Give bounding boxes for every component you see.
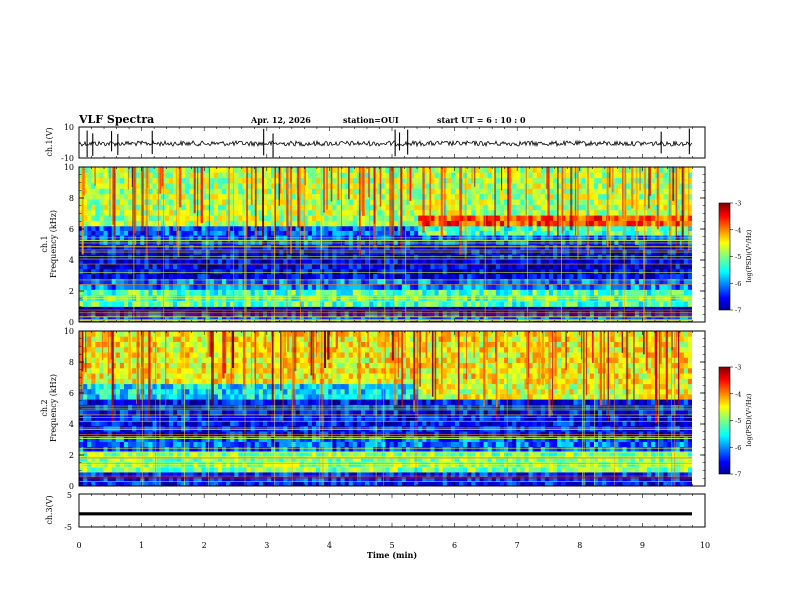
ch1-colorbar-label: log(PSD)(V²/Hz) [745,229,753,282]
freq-tick-label: 0 [69,318,74,327]
ch3-axes-frame [78,493,706,528]
ch3-waveform-panel: 5 -5 ch.3(V) 0 1 2 3 4 5 6 7 8 9 10 Time (min) [45,491,710,560]
ch2-colorbar-gradient [718,366,731,475]
freq-tick-label: 2 [69,451,74,460]
ch1-spec-label: ch.1 [40,235,49,252]
ch3-ytick-top: 5 [67,491,72,500]
time-tick-label: 8 [577,541,582,550]
ch2-spec-label: ch.2 [40,399,49,416]
spectrogram-band [79,300,84,307]
figure-title: VLF Spectra [78,113,154,126]
colorbar-tick-label: -3 [735,364,741,372]
spectrogram-band [79,273,84,279]
ch1-spectrogram-panel: 0 2 4 6 8 10 ch.1 Frequency (kHz) [40,163,706,327]
ch2-spectrogram-panel: 0 2 4 6 8 10 ch.2 Frequency (kHz) [40,327,706,491]
date-label: Apr. 12, 2026 [250,115,311,125]
freq-tick-label: 6 [69,225,74,234]
freq-tick-label: 4 [69,420,74,429]
colorbar-tick-label: -7 [735,307,741,315]
time-tick-label: 6 [452,541,457,550]
colorbar-tick-label: -3 [735,200,741,208]
freq-tick-label: 10 [64,327,74,336]
colorbar-tick-label: -6 [735,444,741,452]
spectrogram-band [79,481,84,486]
ch2-colorbar: -3 -4 -5 -6 -7 log(PSD)(V²/Hz) [718,364,753,479]
start-time-label: start UT = 6 : 10 : 0 [437,115,526,125]
freq-tick-label: 4 [69,256,74,265]
spectrogram-band [79,220,84,227]
spectrogram-band [79,467,84,473]
ch1-waveform-panel: 10 -10 ch.1(V) [45,123,706,163]
time-tick-label: 9 [640,541,645,550]
time-tick-label: 1 [139,541,144,550]
colorbar-tick-label: -5 [735,417,741,425]
x-axis-label: Time (min) [367,550,417,560]
sferic-streak [586,331,588,396]
time-tick-label: 0 [76,541,81,550]
ch1-ylabel: ch.1(V) [45,127,54,156]
time-tick-label: 10 [700,541,710,550]
colorbar-tick-label: -5 [735,253,741,261]
sferic-streak [81,167,84,255]
ch1-axes-frame [78,126,706,159]
freq-tick-label: 6 [69,389,74,398]
time-tick-label: 2 [202,541,207,550]
spectrogram-band [79,394,84,400]
time-tick-label: 4 [327,541,332,550]
spectrogram-band [79,239,84,245]
ch1-frequency-label: Frequency (kHz) [49,210,58,278]
ch3-ytick-bottom: -5 [64,523,72,532]
time-tick-label: 5 [389,541,394,550]
colorbar-tick-label: -4 [735,226,741,234]
freq-tick-label: 8 [69,358,74,367]
time-tick-label: 3 [264,541,269,550]
spectrogram-band [79,446,84,453]
colorbar-tick-label: -7 [735,471,741,479]
ch1-ytick-top: 10 [64,123,74,132]
ch1-ytick-bottom: -10 [61,154,74,163]
ch1-colorbar: -3 -4 -5 -6 -7 log(PSD)(V²/Hz) [718,200,753,315]
ch2-frequency-label: Frequency (kHz) [49,374,58,442]
freq-tick-label: 8 [69,194,74,203]
freq-tick-label: 2 [69,287,74,296]
ch1-trace [78,139,693,148]
spectrogram-band [79,431,84,437]
time-tick-label: 7 [515,541,520,550]
ch2-colorbar-label: log(PSD)(V²/Hz) [745,393,753,446]
freq-tick-label: 10 [64,163,74,172]
colorbar-tick-label: -4 [735,390,741,398]
colorbar-tick-label: -6 [735,280,741,288]
ch3-ylabel: ch.3(V) [45,495,54,524]
ch1-colorbar-gradient [718,202,731,311]
spectrogram-band [79,284,84,290]
freq-tick-label: 0 [69,482,74,491]
station-label: station=OUI [343,115,399,125]
